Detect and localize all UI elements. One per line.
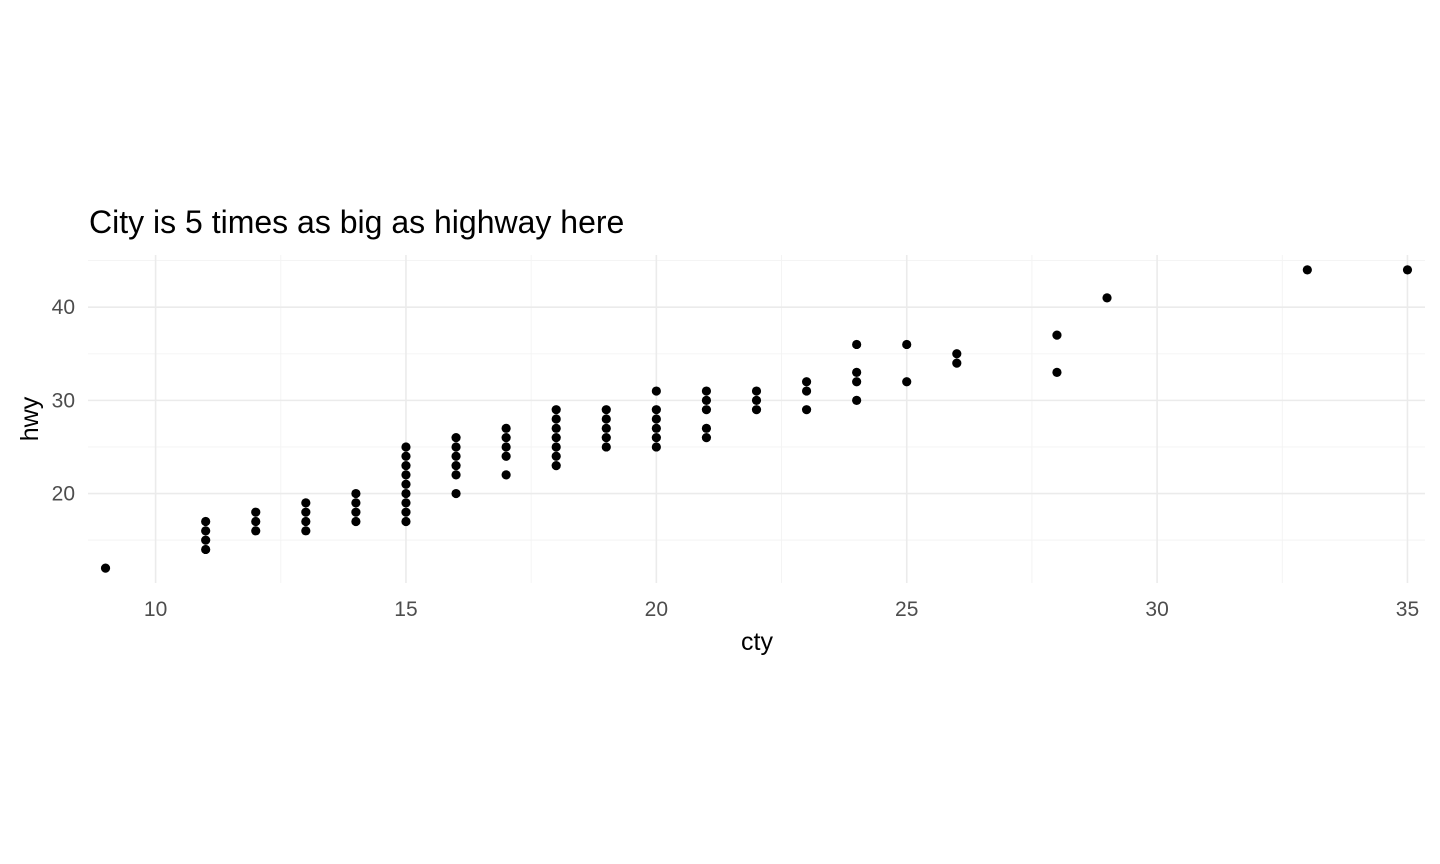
data-point bbox=[451, 460, 461, 471]
data-point bbox=[501, 451, 511, 461]
data-point bbox=[801, 405, 812, 415]
data-point bbox=[301, 526, 311, 536]
data-point bbox=[701, 433, 712, 443]
data-point bbox=[701, 405, 712, 415]
data-point bbox=[701, 386, 712, 396]
data-point bbox=[651, 405, 661, 415]
data-point bbox=[551, 405, 561, 415]
data-point bbox=[1052, 330, 1062, 340]
data-point bbox=[401, 451, 411, 461]
data-point bbox=[501, 470, 511, 480]
x-tick-label: 15 bbox=[394, 598, 417, 621]
data-point bbox=[601, 423, 611, 433]
data-point bbox=[651, 433, 661, 443]
data-point bbox=[201, 526, 211, 536]
y-axis-tick-labels: 20 30 40 bbox=[52, 296, 75, 505]
data-point bbox=[501, 442, 511, 452]
data-point bbox=[852, 367, 862, 378]
data-point bbox=[351, 507, 361, 517]
data-point bbox=[601, 414, 611, 424]
data-point bbox=[651, 442, 661, 452]
data-point bbox=[651, 386, 661, 396]
data-point bbox=[902, 377, 912, 387]
data-point bbox=[201, 544, 211, 555]
data-point bbox=[1052, 367, 1062, 378]
data-point bbox=[401, 479, 411, 489]
data-point bbox=[401, 498, 411, 508]
y-tick-label: 20 bbox=[52, 483, 75, 506]
data-point bbox=[201, 516, 211, 527]
data-point bbox=[751, 395, 762, 405]
data-point bbox=[100, 563, 111, 573]
data-point bbox=[351, 498, 361, 508]
x-axis-title: cty bbox=[741, 628, 773, 656]
data-point bbox=[1102, 293, 1112, 303]
x-tick-label: 35 bbox=[1396, 598, 1419, 621]
data-point bbox=[952, 349, 962, 359]
data-point bbox=[551, 460, 561, 471]
data-point bbox=[551, 433, 561, 443]
data-point bbox=[351, 516, 361, 527]
data-point bbox=[801, 386, 812, 396]
data-point bbox=[451, 433, 461, 443]
x-tick-label: 20 bbox=[645, 598, 668, 621]
data-point bbox=[201, 535, 211, 545]
chart-title: City is 5 times as big as highway here bbox=[89, 204, 624, 240]
data-point bbox=[401, 442, 411, 452]
data-point bbox=[351, 488, 361, 499]
data-points bbox=[100, 265, 1413, 573]
data-point bbox=[301, 498, 311, 508]
y-tick-label: 40 bbox=[52, 296, 75, 319]
data-point bbox=[902, 339, 912, 350]
data-point bbox=[451, 488, 461, 499]
data-point bbox=[551, 442, 561, 452]
data-point bbox=[701, 423, 712, 433]
x-tick-label: 30 bbox=[1145, 598, 1168, 621]
data-point bbox=[751, 386, 762, 396]
data-point bbox=[952, 358, 962, 368]
data-point bbox=[801, 377, 812, 387]
data-point bbox=[401, 488, 411, 499]
data-point bbox=[301, 516, 311, 527]
x-axis-tick-labels: 10 15 20 25 30 35 bbox=[144, 598, 1419, 621]
data-point bbox=[451, 470, 461, 480]
data-point bbox=[1402, 265, 1413, 275]
data-point bbox=[751, 405, 762, 415]
data-point bbox=[852, 339, 862, 350]
data-point bbox=[651, 414, 661, 424]
data-point bbox=[651, 423, 661, 433]
data-point bbox=[601, 405, 611, 415]
y-axis-title: hwy bbox=[16, 396, 44, 441]
data-point bbox=[501, 433, 511, 443]
data-point bbox=[401, 516, 411, 527]
x-tick-label: 25 bbox=[895, 598, 918, 621]
data-point bbox=[852, 377, 862, 387]
x-tick-label: 10 bbox=[144, 598, 167, 621]
data-point bbox=[601, 433, 611, 443]
data-point bbox=[451, 442, 461, 452]
data-point bbox=[551, 451, 561, 461]
data-point bbox=[1302, 265, 1312, 275]
y-tick-label: 30 bbox=[52, 389, 75, 412]
data-point bbox=[401, 507, 411, 517]
data-point bbox=[401, 470, 411, 480]
data-point bbox=[251, 507, 261, 517]
data-point bbox=[551, 423, 561, 433]
grid-lines bbox=[88, 255, 1425, 583]
data-point bbox=[301, 507, 311, 517]
data-point bbox=[852, 395, 862, 405]
data-point bbox=[551, 414, 561, 424]
data-point bbox=[401, 460, 411, 471]
data-point bbox=[701, 395, 712, 405]
data-point bbox=[251, 516, 261, 527]
data-point bbox=[251, 526, 261, 536]
data-point bbox=[451, 451, 461, 461]
data-point bbox=[601, 442, 611, 452]
data-point bbox=[501, 423, 511, 433]
